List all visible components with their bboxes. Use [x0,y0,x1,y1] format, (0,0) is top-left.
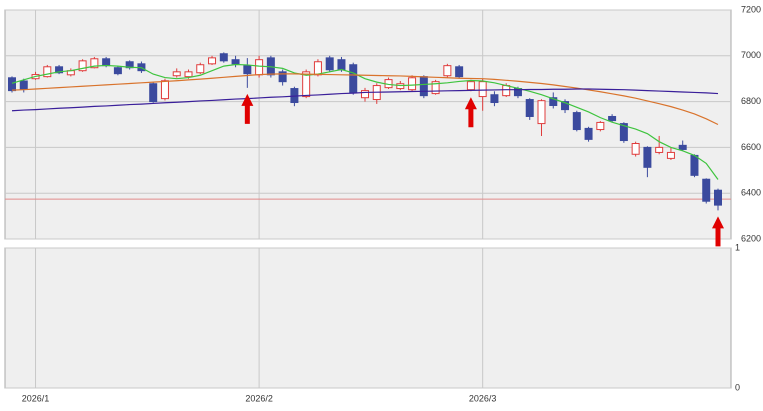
candle-body [313,61,322,76]
candle-body [678,144,687,150]
candle-body [619,123,628,142]
candle-body [302,71,311,98]
moving-average [11,88,719,112]
candle-body [490,94,499,104]
candle-body [431,81,440,95]
signal-arrow [241,93,254,124]
moving-average [11,73,719,126]
candle-body [537,100,546,125]
candle-body [113,67,122,75]
candle-body [361,90,369,99]
candle-body [278,71,287,83]
candle-body [349,64,358,94]
signal-arrow [464,97,477,128]
x-tick-label: 2026/1 [22,393,50,403]
candle-body [525,99,534,117]
price-panel [4,9,732,240]
candle-body [666,151,675,159]
x-tick-label: 2026/3 [469,393,497,403]
candle-body [608,115,617,122]
candle-body [196,64,205,74]
candle-body [549,97,558,106]
candle-body [466,81,475,91]
candle-body [255,59,264,76]
candle-body [584,127,593,140]
y-tick-label: 6600 [741,142,761,152]
candle-body [208,57,217,65]
candle-body [502,85,511,97]
candle-body [8,77,16,92]
moving-average [11,63,719,180]
candle-body [478,81,487,98]
candle-body [231,59,240,65]
candle-body [184,71,193,78]
candle-body [55,66,64,74]
candle-body [325,57,334,71]
candle-body [408,77,417,91]
candle-body [243,65,252,75]
volume-panel [4,247,732,389]
candle-body [443,65,452,77]
signal-arrow [712,216,724,247]
y-tick-label: 6200 [741,233,761,243]
candle-body [160,80,169,100]
candle-body [19,80,28,90]
candle-body [596,121,605,131]
y-tick-label: 6400 [741,188,761,198]
candle-body [219,53,228,62]
candle-body [102,58,111,67]
x-tick-label: 2026/2 [245,393,273,403]
candle-body [455,66,464,78]
y-tick-label: 0 [735,382,740,392]
candle-body [337,59,346,71]
y-tick-label: 7200 [741,4,761,14]
candle-body [655,146,664,153]
candle-body [78,60,87,72]
candle-body [172,71,181,77]
candle-body [572,112,581,131]
y-tick-label: 7000 [741,50,761,60]
candle-body [643,146,652,168]
y-tick-label: 1 [735,242,740,252]
y-tick-label: 6800 [741,96,761,106]
candle-body [714,189,722,206]
candle-body [43,66,52,78]
candle-body [419,76,428,97]
candle-body [149,83,158,103]
candle-body [702,178,711,202]
candle-body [561,101,570,111]
candle-body [90,58,99,69]
candle-body [690,154,699,176]
candle-body [631,143,640,155]
